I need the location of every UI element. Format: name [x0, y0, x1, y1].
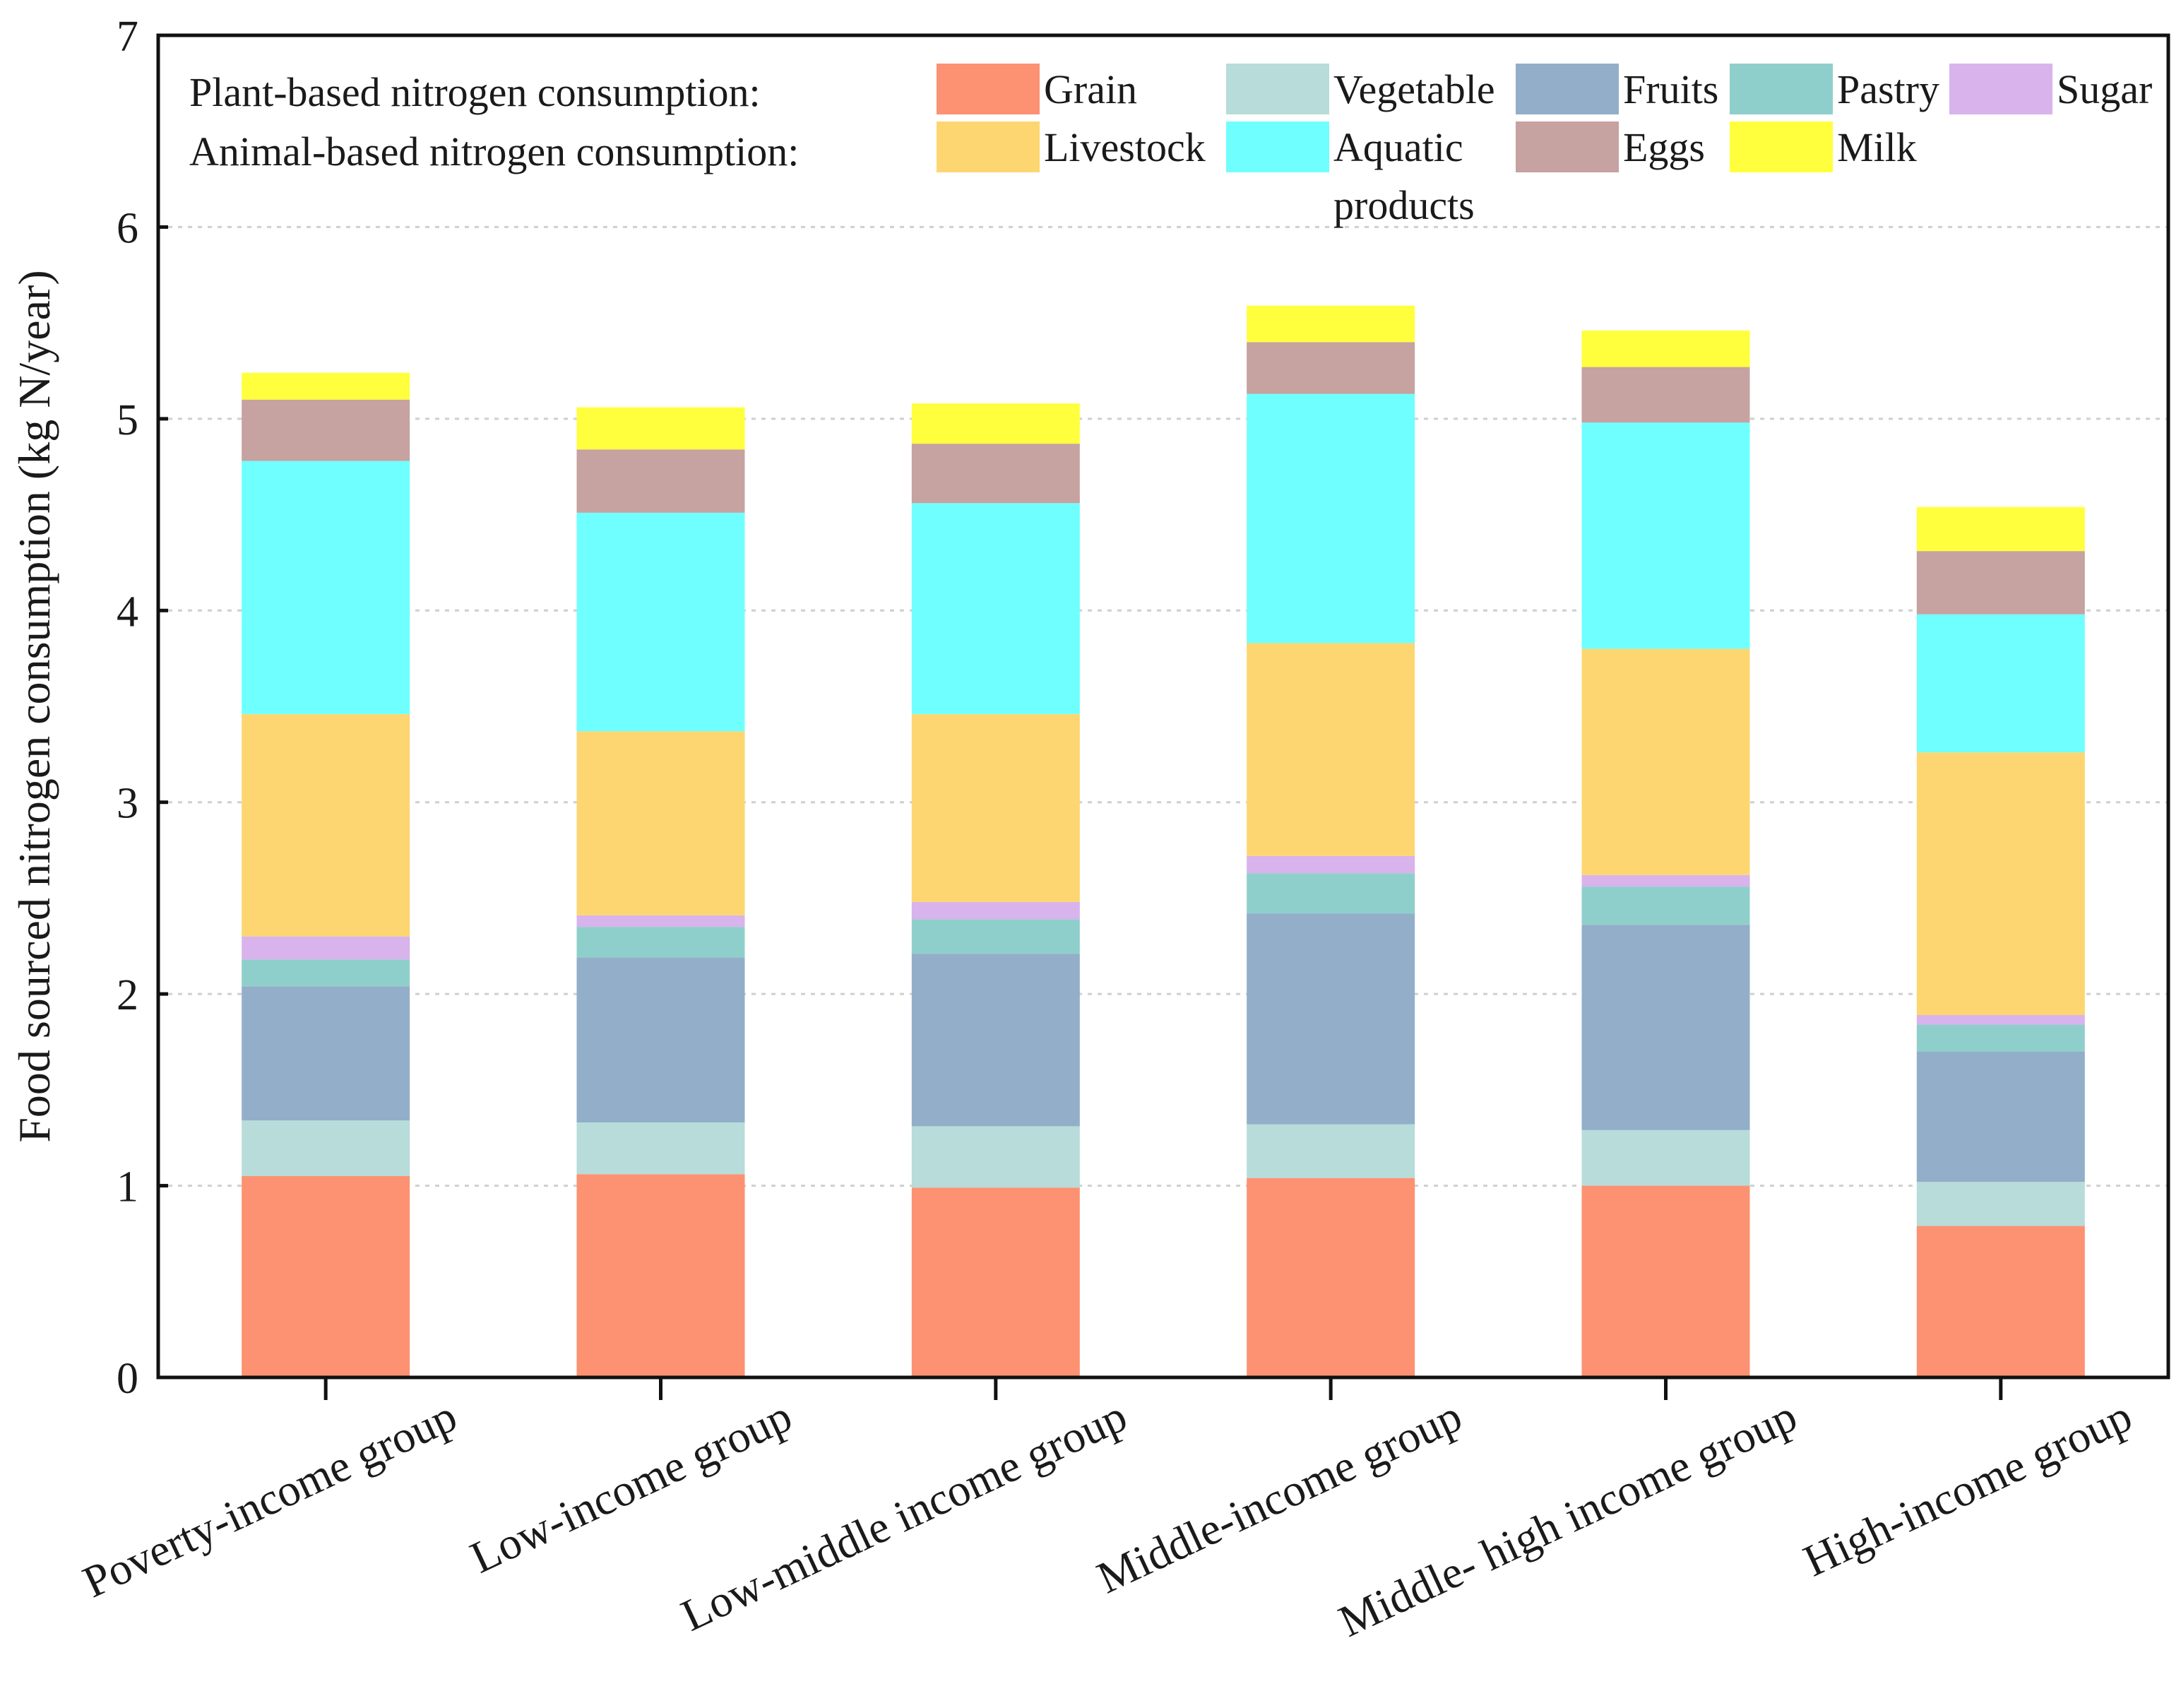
- bar-3-pastry: [1247, 873, 1415, 914]
- bar-4-pastry: [1581, 886, 1750, 925]
- bar-2-sugar: [911, 901, 1080, 920]
- bar-3-grain: [1247, 1178, 1415, 1377]
- bar-4-vegetable: [1581, 1129, 1750, 1186]
- bar-2-pastry: [911, 919, 1080, 954]
- bar-3-milk: [1247, 305, 1415, 343]
- legend-swatch-pastry: [1730, 64, 1833, 114]
- legend-label-livestock: Livestock: [1044, 124, 1206, 170]
- bar-1-pastry: [576, 927, 745, 958]
- bar-1-livestock: [576, 731, 745, 915]
- bar-2-fruits: [911, 954, 1080, 1127]
- bars: [242, 305, 2085, 1377]
- bar-0-aquatic-products: [242, 461, 410, 714]
- bar-0-vegetable: [242, 1120, 410, 1176]
- bar-5-grain: [1916, 1226, 2085, 1377]
- legend-label-fruits: Fruits: [1623, 66, 1718, 112]
- bar-5-eggs: [1916, 551, 2085, 615]
- bar-0-pastry: [242, 959, 410, 987]
- legend-swatch-fruits: [1516, 64, 1619, 114]
- bar-5-fruits: [1916, 1051, 2085, 1182]
- bar-1-grain: [576, 1174, 745, 1377]
- legend-swatch-grain: [937, 64, 1040, 114]
- legend-swatch-vegetable: [1226, 64, 1329, 114]
- bar-1-eggs: [576, 449, 745, 513]
- bar-2-aquatic-products: [911, 503, 1080, 714]
- bar-3-sugar: [1247, 855, 1415, 874]
- bar-2-grain: [911, 1187, 1080, 1377]
- bar-4-eggs: [1581, 367, 1750, 423]
- bar-4-fruits: [1581, 925, 1750, 1130]
- bar-5-aquatic-products: [1916, 614, 2085, 753]
- y-tick-label-3: 3: [117, 780, 138, 828]
- legend-swatch-livestock: [937, 121, 1040, 172]
- bar-5-pastry: [1916, 1024, 2085, 1052]
- legend: Plant-based nitrogen consumption: Animal…: [189, 64, 2152, 228]
- legend-plant-label: Plant-based nitrogen consumption:: [189, 69, 761, 115]
- bar-3-livestock: [1247, 643, 1415, 856]
- y-tick-label-5: 5: [117, 396, 138, 444]
- bar-2-livestock: [911, 713, 1080, 902]
- bar-1-sugar: [576, 915, 745, 927]
- legend-label-sugar: Sugar: [2057, 66, 2152, 112]
- bar-5-vegetable: [1916, 1182, 2085, 1226]
- bar-1-fruits: [576, 957, 745, 1122]
- legend-label-milk: Milk: [1837, 124, 1917, 170]
- legend-swatch-sugar: [1949, 64, 2052, 114]
- legend-animal-label: Animal-based nitrogen consumption:: [189, 129, 799, 174]
- y-tick-label-4: 4: [117, 588, 138, 636]
- y-tick-label-0: 0: [117, 1355, 138, 1403]
- bar-0-fruits: [242, 986, 410, 1121]
- bar-3-fruits: [1247, 913, 1415, 1125]
- bar-4-livestock: [1581, 648, 1750, 875]
- legend-label-aquatic-products: Aquatic products: [1333, 124, 1475, 228]
- legend-swatch-eggs: [1516, 121, 1619, 172]
- bar-0-eggs: [242, 399, 410, 461]
- legend-label-grain: Grain: [1044, 66, 1137, 112]
- x-category-label-5: High-income group: [1796, 1390, 2139, 1586]
- bar-2-milk: [911, 403, 1080, 444]
- legend-swatch-milk: [1730, 121, 1833, 172]
- plot-frame: [156, 33, 2170, 1380]
- bar-3-aquatic-products: [1247, 393, 1415, 644]
- bar-3-eggs: [1247, 342, 1415, 394]
- legend-swatch-aquatic-products: [1226, 121, 1329, 172]
- y-tick-label-2: 2: [117, 971, 138, 1019]
- bar-1-vegetable: [576, 1122, 745, 1175]
- legend-label-eggs: Eggs: [1623, 124, 1705, 170]
- gridlines: [158, 225, 2168, 1187]
- legend-label-pastry: Pastry: [1837, 66, 1939, 112]
- y-tick-label-6: 6: [117, 204, 138, 252]
- bar-4-aquatic-products: [1581, 422, 1750, 649]
- bar-1-aquatic-products: [576, 512, 745, 732]
- bar-2-vegetable: [911, 1126, 1080, 1188]
- bar-0-sugar: [242, 936, 410, 960]
- y-axis-title: Food sourced nitrogen consumption (kg N/…: [9, 270, 59, 1142]
- bar-5-sugar: [1916, 1015, 2085, 1025]
- y-tick-label-7: 7: [117, 13, 138, 61]
- bar-5-milk: [1916, 506, 2085, 552]
- legend-label-vegetable: Vegetable: [1333, 66, 1495, 112]
- bar-4-milk: [1581, 331, 1750, 367]
- bar-1-milk: [576, 407, 745, 450]
- bar-3-vegetable: [1247, 1124, 1415, 1178]
- bar-5-livestock: [1916, 752, 2085, 1015]
- y-tick-label-1: 1: [117, 1163, 138, 1211]
- x-category-label-1: Low-income group: [463, 1390, 799, 1582]
- bar-2-eggs: [911, 444, 1080, 504]
- x-category-label-0: Poverty-income group: [76, 1390, 464, 1607]
- bar-0-milk: [242, 372, 410, 400]
- bar-4-grain: [1581, 1185, 1750, 1377]
- y-axis: 0 1 2 3 4 5 6 7: [117, 13, 168, 1403]
- bar-0-grain: [242, 1176, 410, 1377]
- bar-0-livestock: [242, 713, 410, 937]
- bar-4-sugar: [1581, 874, 1750, 887]
